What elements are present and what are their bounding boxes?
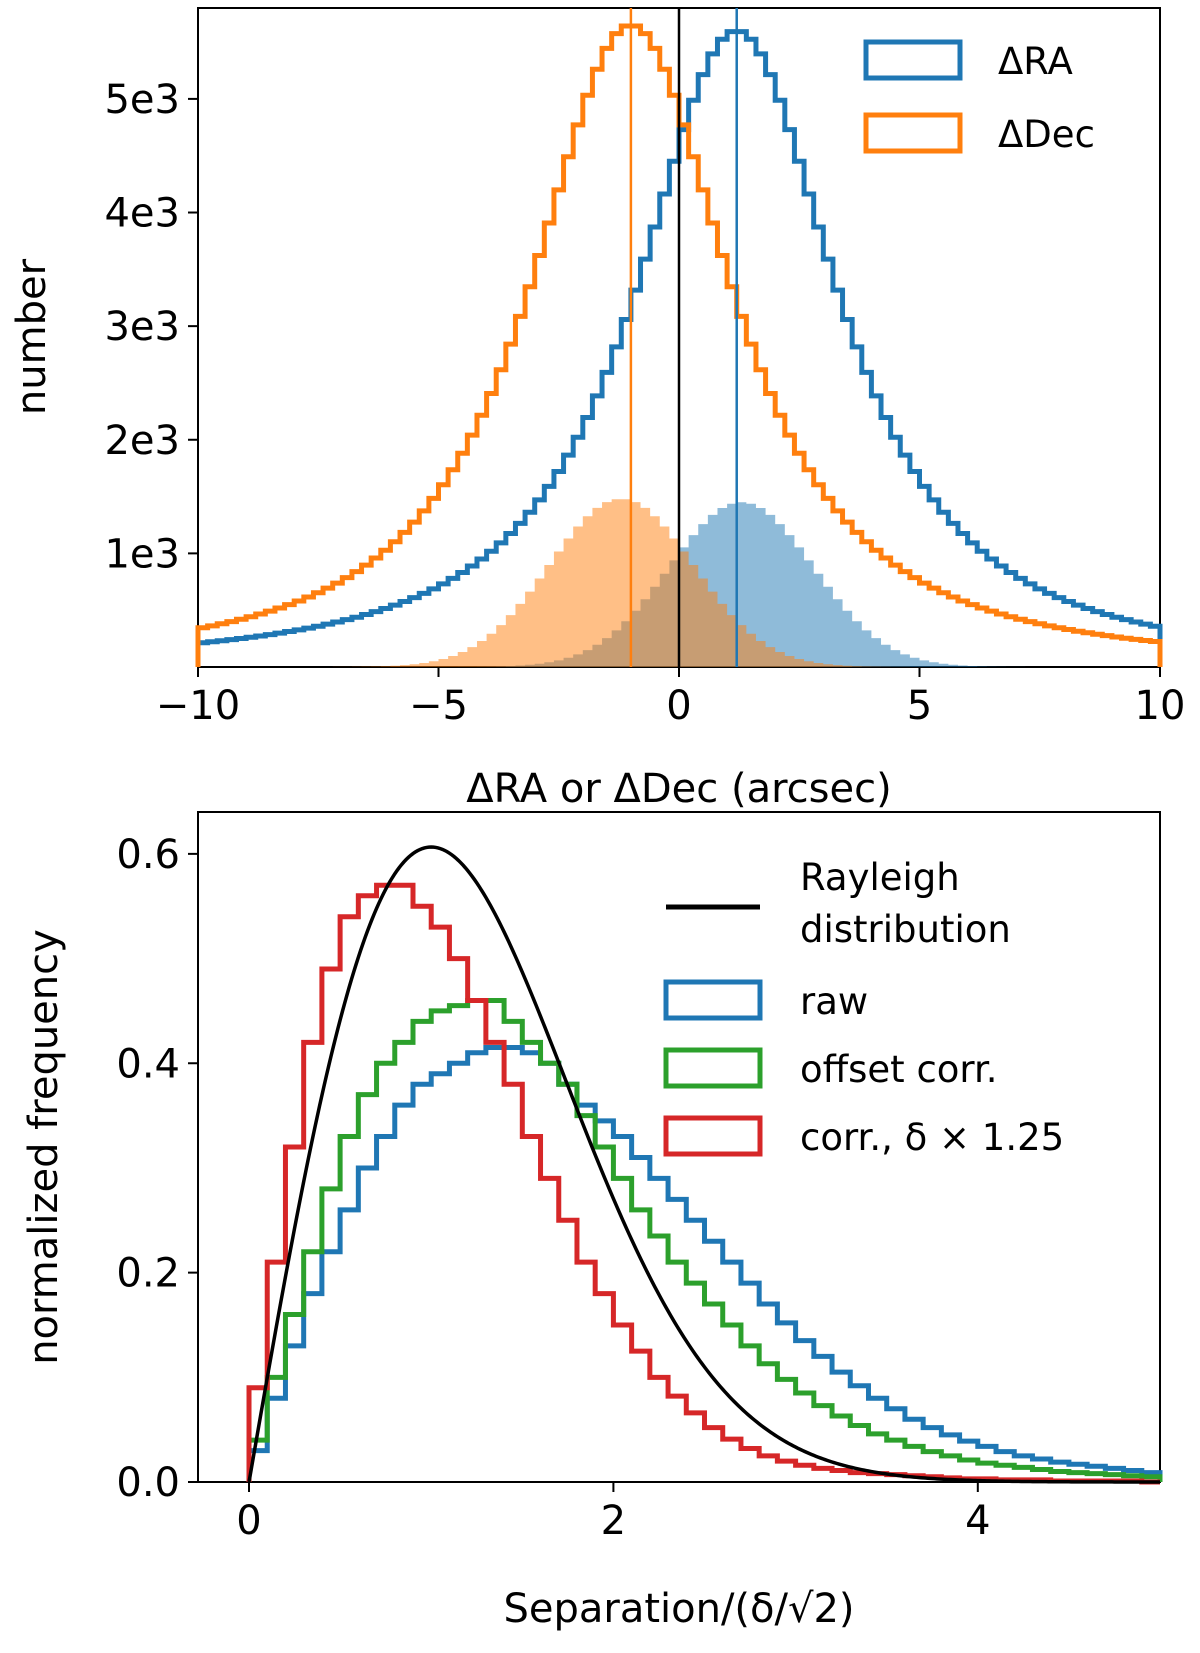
legend-label-rayleigh-line2: distribution: [800, 908, 1011, 951]
step-histogram-offset-corr: [246, 997, 1163, 1482]
legend-label-rayleigh-line1: Rayleigh: [800, 856, 960, 899]
legend-swatch-ddec: [863, 112, 963, 154]
top-y-axis-label: number: [9, 258, 55, 415]
y-tick-label: 4e3: [104, 191, 180, 237]
legend-swatch-corr-scaled: [663, 1115, 763, 1157]
x-tick-label: 5: [907, 683, 932, 729]
y-tick-label: 0.0: [116, 1460, 180, 1506]
top-reference-lines: [629, 8, 738, 667]
bottom-step-histograms: [246, 882, 1163, 1485]
legend-swatch-dra: [863, 39, 963, 81]
legend-swatch-raw: [663, 979, 763, 1021]
legend-label-corr-scaled: corr., δ × 1.25: [800, 1116, 1064, 1159]
y-tick-label: 0.4: [116, 1041, 180, 1087]
top-legend: ΔRA ΔDec: [863, 39, 1095, 156]
legend-label-offset-corr: offset corr.: [800, 1048, 998, 1091]
rayleigh-curve: [247, 845, 1160, 1484]
y-tick-label: 2e3: [104, 418, 180, 464]
top-x-axis: −10 −5 0 5 10: [156, 667, 1186, 729]
bottom-histogram-panel: 0 2 4 0.0 0.2 0.4 0.6 Separation/(δ/√2) norma…: [21, 811, 1163, 1632]
y-tick-label: 0.2: [116, 1251, 180, 1297]
x-tick-label: −5: [409, 683, 468, 729]
top-x-axis-label: ΔRA or ΔDec (arcsec): [466, 766, 891, 812]
bottom-x-axis-label: Separation/(δ/√2): [503, 1586, 854, 1632]
bottom-y-axis-label: normalized frequency: [21, 929, 67, 1365]
y-tick-label: 0.6: [116, 832, 180, 878]
x-tick-label: 4: [965, 1498, 990, 1544]
y-tick-label: 1e3: [104, 531, 180, 577]
bottom-x-axis: 0 2 4: [236, 1482, 991, 1544]
legend-label-raw: raw: [800, 980, 868, 1023]
legend-label-dra: ΔRA: [998, 40, 1073, 83]
x-tick-label: 0: [236, 1498, 261, 1544]
x-tick-label: 10: [1135, 683, 1186, 729]
bottom-legend: Rayleigh distribution raw offset corr. c…: [663, 856, 1064, 1159]
bottom-y-axis: 0.0 0.2 0.4 0.6: [116, 832, 198, 1506]
bottom-plot-frame: [197, 811, 1161, 1483]
y-tick-label: 3e3: [104, 304, 180, 350]
x-tick-label: 2: [601, 1498, 626, 1544]
bottom-rayleigh-curve: [247, 845, 1160, 1484]
legend-swatch-offset-corr: [663, 1047, 763, 1089]
x-tick-label: −10: [156, 683, 240, 729]
x-tick-label: 0: [666, 683, 691, 729]
step-histogram-corr-scaled: [246, 882, 1160, 1485]
top-histogram-panel: −10 −5 0 5 10 1e3 2e3 3e3 4e3 5e3 ΔRA or ΔDec (a…: [9, 7, 1186, 812]
top-y-axis: 1e3 2e3 3e3 4e3 5e3: [104, 77, 198, 577]
legend-label-ddec: ΔDec: [998, 113, 1095, 156]
y-tick-label: 5e3: [104, 77, 180, 123]
step-histogram-raw: [246, 1045, 1163, 1482]
